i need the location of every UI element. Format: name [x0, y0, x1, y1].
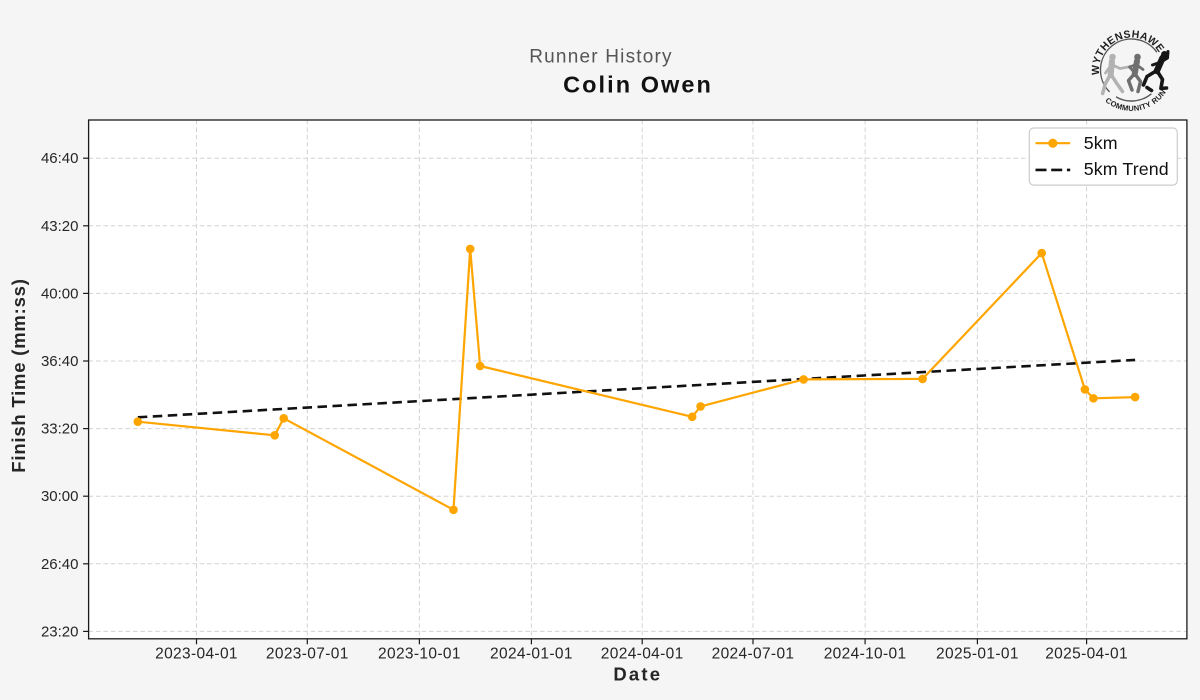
- svg-text:40:00: 40:00: [41, 285, 79, 302]
- svg-text:2024-04-01: 2024-04-01: [601, 646, 684, 663]
- svg-text:Date: Date: [613, 664, 662, 685]
- svg-text:2023-07-01: 2023-07-01: [266, 646, 349, 663]
- svg-text:2023-04-01: 2023-04-01: [155, 646, 238, 663]
- svg-text:2025-04-01: 2025-04-01: [1045, 646, 1128, 663]
- svg-text:2024-01-01: 2024-01-01: [490, 646, 573, 663]
- svg-text:Runner History: Runner History: [529, 47, 673, 68]
- svg-text:26:40: 26:40: [41, 556, 79, 573]
- svg-text:43:20: 43:20: [41, 218, 79, 235]
- svg-text:5km: 5km: [1084, 133, 1118, 153]
- svg-text:2024-10-01: 2024-10-01: [824, 646, 907, 663]
- svg-text:Colin Owen: Colin Owen: [563, 71, 713, 97]
- svg-text:Finish Time (mm:ss): Finish Time (mm:ss): [8, 278, 29, 472]
- svg-text:30:00: 30:00: [41, 488, 79, 505]
- svg-text:5km Trend: 5km Trend: [1084, 159, 1169, 179]
- svg-text:36:40: 36:40: [41, 353, 79, 370]
- svg-text:33:20: 33:20: [41, 421, 79, 438]
- svg-text:46:40: 46:40: [41, 150, 79, 167]
- svg-text:2024-07-01: 2024-07-01: [712, 646, 795, 663]
- svg-text:23:20: 23:20: [41, 623, 79, 640]
- svg-text:2025-01-01: 2025-01-01: [936, 646, 1019, 663]
- svg-text:2023-10-01: 2023-10-01: [378, 646, 461, 663]
